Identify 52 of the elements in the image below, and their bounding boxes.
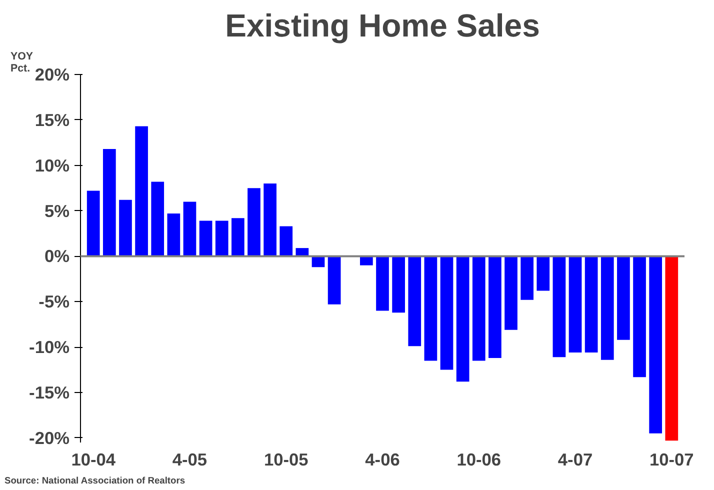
bar (102, 149, 116, 256)
bar (119, 200, 132, 256)
bar (215, 220, 228, 256)
bar (488, 256, 502, 358)
bar (568, 256, 582, 353)
bar (199, 220, 212, 256)
bar (584, 256, 598, 353)
bar (520, 256, 534, 300)
x-tick-label: 4-06 (365, 450, 400, 470)
bar (232, 218, 244, 256)
bar (600, 256, 614, 360)
bar (633, 256, 646, 378)
bar (151, 182, 164, 256)
bar (552, 256, 566, 358)
bar (167, 214, 180, 256)
bar (440, 256, 454, 370)
bar (472, 256, 486, 361)
source-note: Source: National Association of Realtors (4, 476, 186, 486)
x-tick-label: 10-07 (649, 450, 694, 470)
chart-title: Existing Home Sales (225, 8, 540, 44)
bar (135, 126, 148, 256)
y-tick-label: -10% (29, 337, 70, 358)
y-tick-label: -5% (38, 292, 70, 312)
bar (456, 256, 470, 382)
x-tick-label: 4-07 (558, 450, 593, 470)
y-axis-title: YOY Pct. (10, 50, 34, 74)
bar (408, 256, 422, 346)
bar (392, 256, 405, 313)
x-tick-label: 10-06 (456, 450, 502, 470)
bar (504, 256, 518, 330)
bar (328, 256, 341, 304)
bar (424, 256, 438, 361)
y-tick-label: 10% (34, 155, 70, 176)
x-tick-label: 4-05 (172, 450, 208, 470)
y-tick-label: -20% (29, 428, 70, 448)
bar (376, 256, 389, 311)
x-tick-label: 10-05 (264, 450, 309, 470)
bar (536, 256, 550, 291)
y-tick-label: -15% (29, 382, 70, 403)
bar (665, 256, 678, 441)
bar (649, 256, 662, 434)
y-tick-label: 5% (44, 200, 70, 221)
bar (264, 184, 276, 256)
bar (183, 202, 196, 256)
y-tick-label: 15% (34, 110, 70, 130)
x-tick-label: 10-04 (71, 450, 116, 470)
bar (280, 226, 293, 256)
y-tick-label: 20% (34, 64, 70, 84)
bar (86, 190, 100, 256)
y-tick-label: 0% (44, 246, 70, 266)
bar (248, 188, 260, 256)
bar (617, 256, 630, 340)
